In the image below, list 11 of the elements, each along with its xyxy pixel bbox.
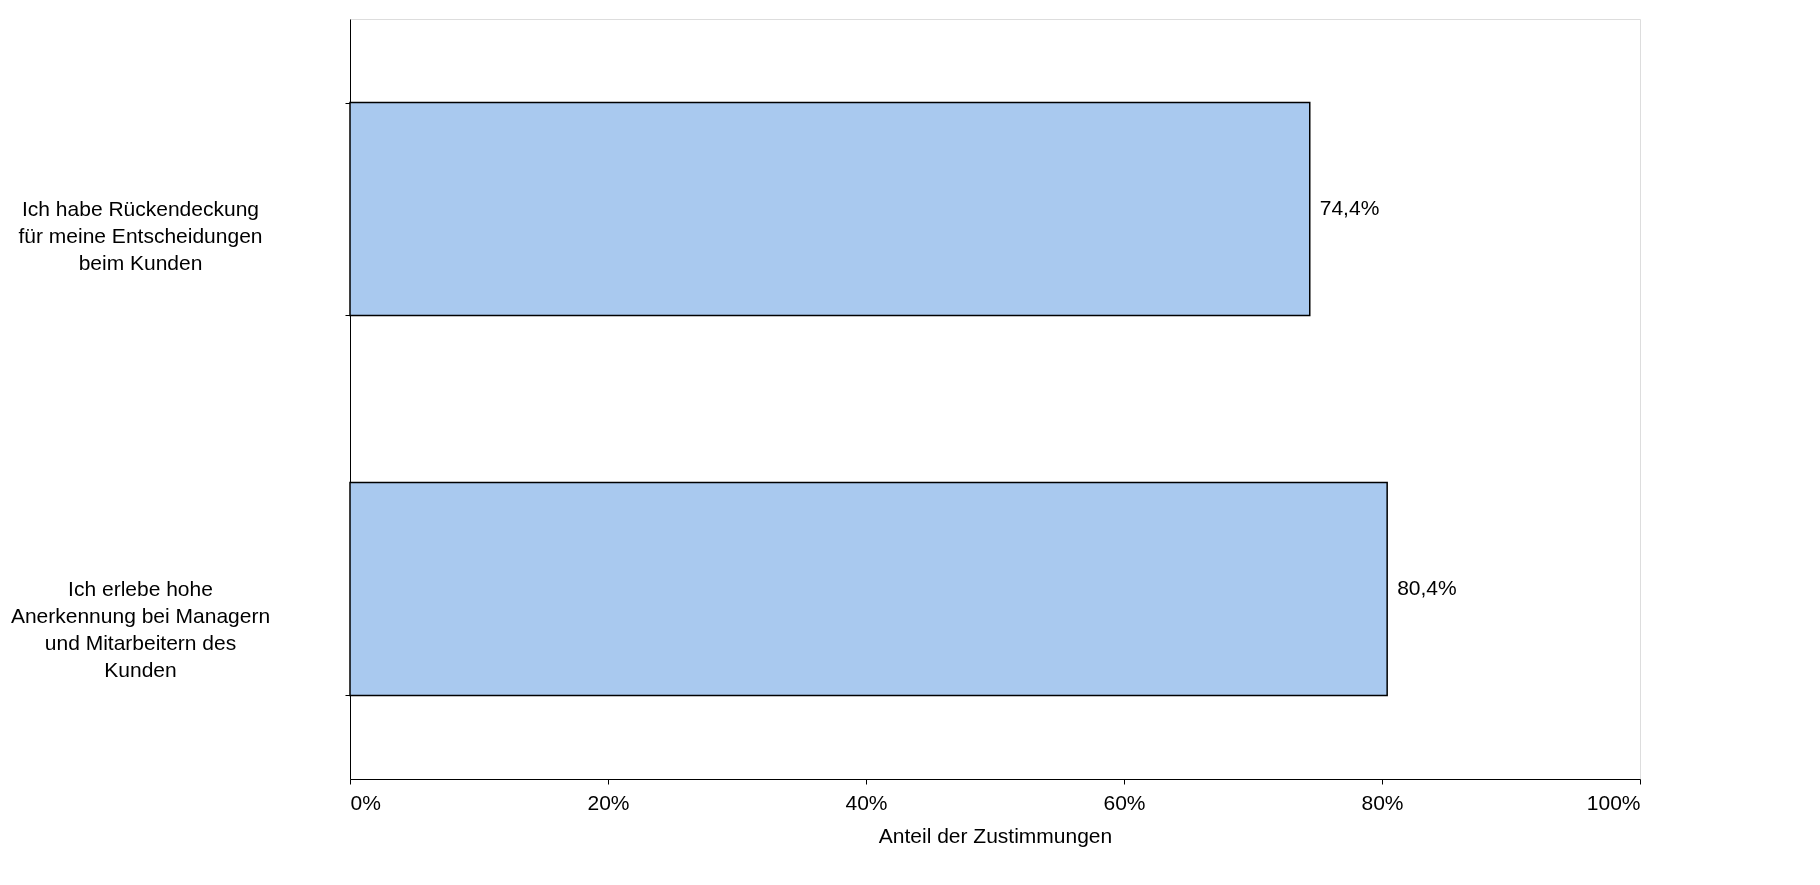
x-tick-label: 0% (350, 790, 381, 814)
data-label: 80,4% (1397, 576, 1457, 599)
y-tick-label: Ich habe Rückendeckung für meine Entscheidungen beim Kunden (18, 196, 263, 274)
x-tick-label: 40% (845, 790, 888, 814)
x-tick-label: 100% (1586, 790, 1641, 814)
x-axis-title: Anteil der Zustimmungen (878, 823, 1113, 847)
x-tick-label: 20% (587, 790, 630, 814)
x-tick-label: 60% (1103, 790, 1146, 814)
y-tick-label: Ich erlebe hohe Anerkennung bei Managern und Mitarbeitern des Kunden (10, 576, 271, 681)
x-tick-label: 80% (1361, 790, 1404, 814)
data-label: 74,4% (1319, 196, 1380, 219)
